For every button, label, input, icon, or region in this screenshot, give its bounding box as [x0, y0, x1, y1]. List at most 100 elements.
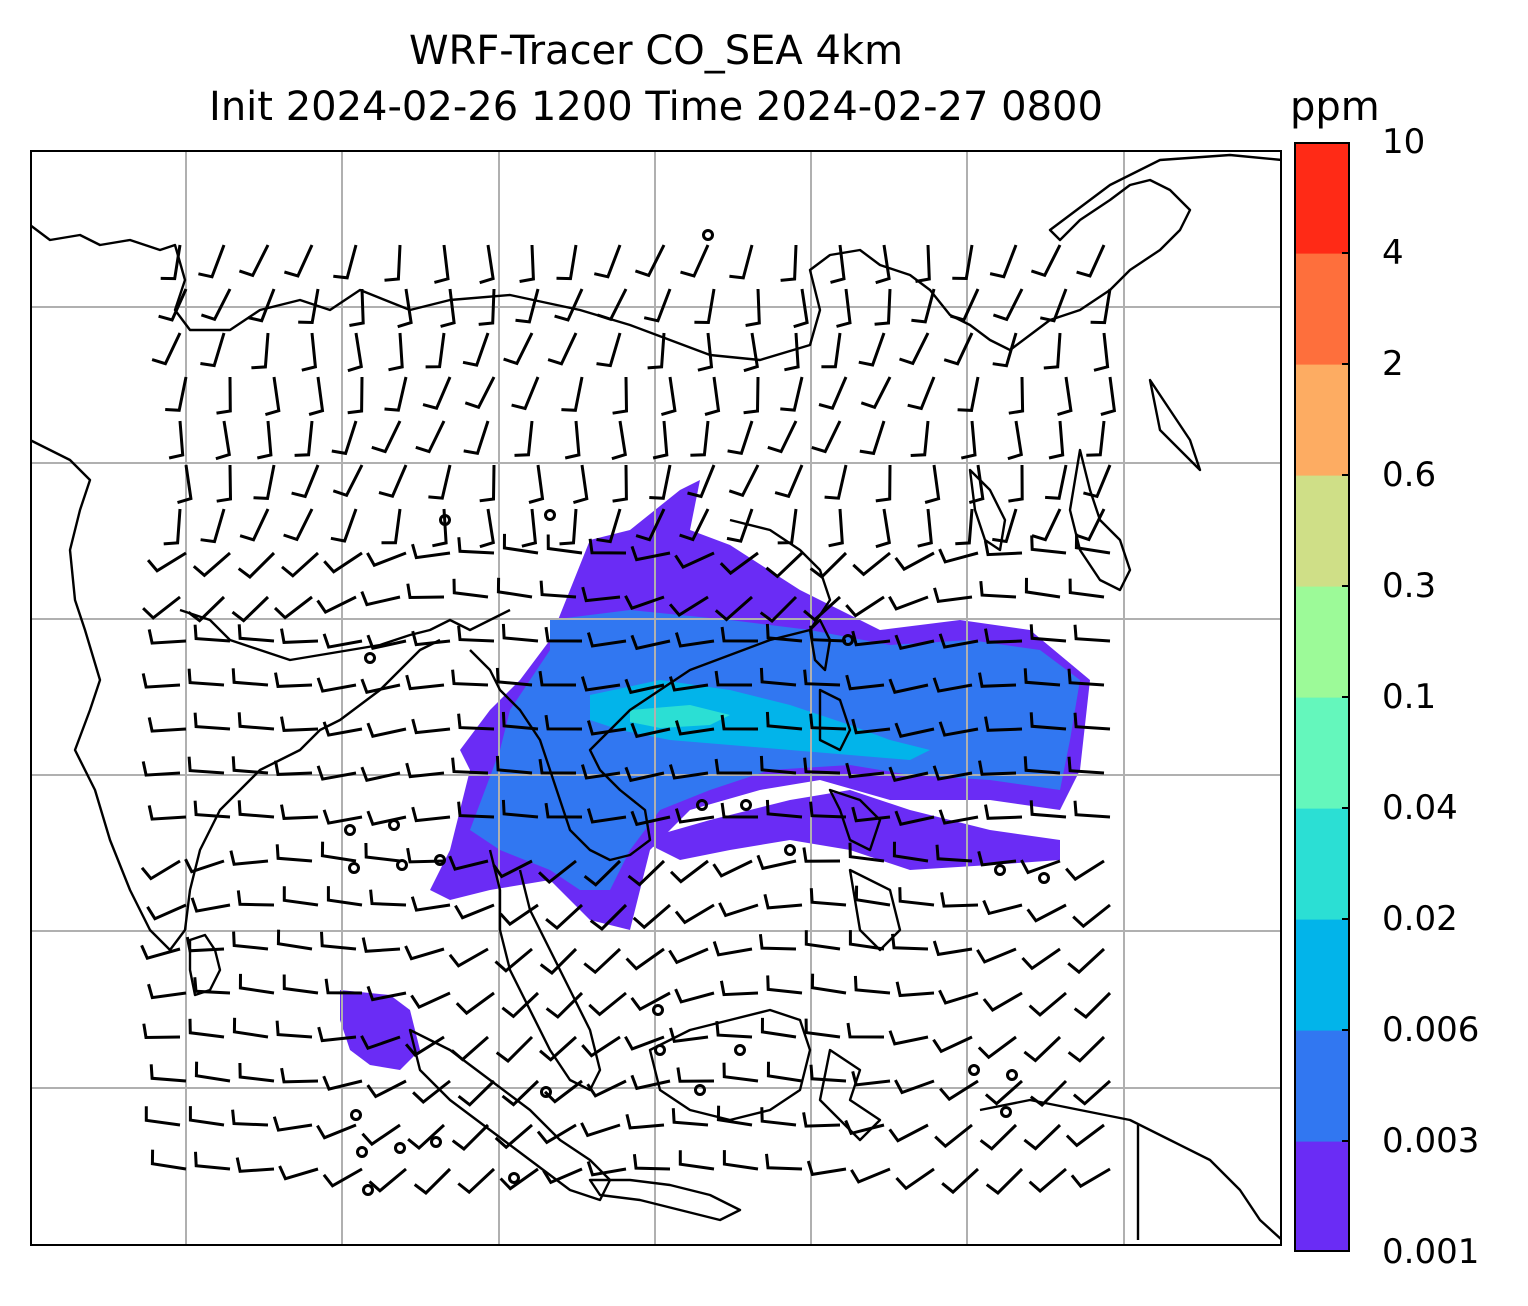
wind-barb	[1083, 464, 1112, 499]
wind-barb	[979, 580, 1017, 599]
wind-barb	[697, 332, 714, 372]
wind-barb	[366, 985, 407, 1002]
wind-barb	[756, 854, 797, 871]
wind-barb	[649, 464, 672, 500]
map-panel	[30, 150, 1282, 1246]
wind-barb	[938, 548, 979, 564]
wind-barb	[238, 244, 270, 278]
wind-barb	[432, 508, 448, 548]
wind-barb	[668, 764, 709, 780]
wind-barb	[411, 630, 451, 647]
wind-barb	[457, 801, 495, 819]
wind-barb	[836, 288, 852, 328]
wind-barb	[630, 722, 671, 739]
wind-barb	[554, 288, 584, 322]
wind-barb	[274, 672, 313, 688]
wind-barb	[528, 464, 545, 504]
wind-barb	[647, 332, 666, 370]
wind-barb	[247, 288, 276, 323]
wind-barb	[624, 766, 665, 783]
calm-wind-marker	[396, 859, 408, 871]
wind-barb	[1007, 420, 1023, 461]
wind-barb	[1024, 577, 1061, 599]
wind-barb	[188, 1106, 225, 1127]
wind-barb	[668, 676, 709, 692]
wind-barb	[977, 1035, 1017, 1060]
wind-barb	[853, 975, 891, 995]
wind-barb	[1029, 1079, 1068, 1107]
wind-barb	[511, 376, 540, 411]
wind-barb	[425, 332, 446, 369]
wind-barb	[144, 1106, 181, 1127]
wind-barb	[275, 844, 313, 863]
wind-barb	[950, 288, 980, 322]
wind-barb	[982, 991, 1023, 1012]
colorbar-band	[1294, 808, 1350, 920]
wind-barb	[763, 893, 803, 910]
wind-barb	[694, 288, 716, 325]
wind-barb	[894, 810, 935, 826]
co-plume	[340, 480, 1090, 1070]
wind-barb	[200, 332, 226, 368]
wind-barb	[1072, 1079, 1112, 1106]
wind-barb	[1068, 578, 1105, 599]
wind-barb	[322, 721, 363, 737]
wind-barb	[938, 989, 979, 1005]
wind-barb	[200, 508, 226, 544]
wind-barb	[231, 756, 269, 775]
wind-barb	[1026, 903, 1067, 923]
wind-barb	[280, 804, 319, 820]
wind-barb	[428, 464, 452, 500]
wind-barb	[404, 945, 445, 961]
wind-barb	[1028, 1167, 1067, 1193]
colorbar-band	[1294, 1030, 1350, 1142]
wind-barb	[809, 1064, 847, 1083]
wind-barb	[984, 716, 1023, 732]
wind-barb	[1057, 376, 1073, 417]
wind-barb	[282, 974, 319, 995]
wind-barb	[1023, 668, 1061, 687]
wind-barb	[1072, 903, 1111, 929]
wind-barb	[643, 288, 672, 323]
wind-barb	[366, 810, 407, 826]
calm-wind-marker	[350, 1109, 362, 1121]
calm-wind-marker	[740, 799, 752, 811]
wind-barb	[369, 889, 407, 907]
wind-barb	[231, 1109, 269, 1127]
wind-barb	[231, 668, 269, 687]
wind-barb	[1073, 712, 1111, 731]
colorbar-bands	[1294, 142, 1350, 1252]
wind-barb	[722, 1150, 759, 1171]
calm-wind-marker	[1038, 872, 1050, 884]
coastlines	[30, 153, 1282, 1241]
wind-barb	[1075, 508, 1106, 542]
wind-barb	[232, 1017, 269, 1039]
wind-barb	[727, 420, 754, 456]
wind-barb	[187, 756, 225, 775]
wind-barb	[360, 591, 401, 607]
wind-barb	[397, 288, 413, 329]
calm-wind-marker	[394, 1142, 406, 1154]
wind-barb	[1045, 464, 1068, 500]
wind-barb	[1073, 991, 1112, 1019]
wind-barb	[193, 977, 231, 995]
wind-barb	[580, 1122, 621, 1138]
wind-barb	[811, 420, 842, 454]
wind-barb	[586, 808, 627, 824]
wind-barb	[932, 677, 973, 693]
wind-barb	[412, 1079, 451, 1104]
wind-barb	[280, 1067, 319, 1084]
wind-barb	[1023, 1035, 1062, 1063]
wind-barb	[366, 1079, 407, 1099]
wind-barb	[589, 903, 628, 931]
colorbar-unit-label: ppm	[1290, 84, 1380, 130]
wind-barb	[611, 420, 627, 461]
wind-barb	[729, 244, 754, 280]
wind-barb	[809, 713, 847, 731]
calm-wind-marker	[968, 1064, 980, 1076]
wind-barb	[780, 376, 804, 412]
wind-barb	[546, 534, 583, 555]
wind-barb	[294, 420, 314, 457]
wind-barb	[714, 670, 753, 687]
wind-barb	[347, 332, 363, 373]
